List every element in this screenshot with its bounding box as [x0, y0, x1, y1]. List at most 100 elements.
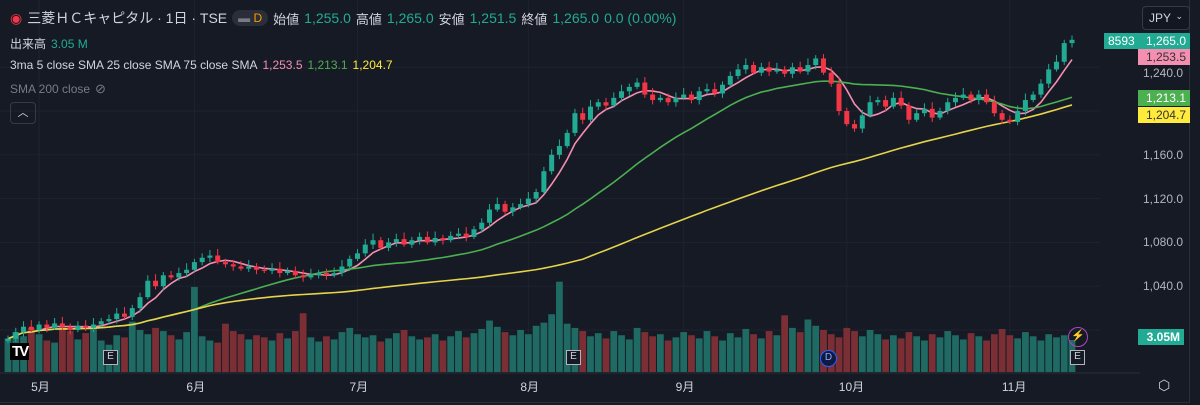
candle-body — [937, 111, 943, 118]
volume-bar — [478, 328, 486, 372]
market-status-badge[interactable]: ▬ D — [232, 10, 269, 26]
volume-bar — [338, 332, 346, 372]
volume-bar — [361, 337, 369, 372]
volume-bar — [509, 335, 517, 372]
candle-body — [114, 313, 120, 320]
candle-body — [370, 240, 376, 245]
sma200-legend[interactable]: SMA 200 close ⊘ — [10, 81, 106, 97]
earnings-marker[interactable]: E — [103, 350, 118, 365]
candle-body — [836, 83, 842, 111]
collapse-legend-button[interactable]: ︿ — [10, 102, 36, 124]
volume-bar — [222, 323, 229, 372]
currency-select[interactable]: JPY ⌄ — [1142, 6, 1190, 30]
volume-bar — [315, 341, 323, 372]
dividend-marker[interactable]: D — [820, 350, 837, 367]
volume-bar — [385, 338, 392, 372]
volume-bar — [51, 342, 58, 372]
ma-legend[interactable]: 3ma 5 close SMA 25 close SMA 75 close SM… — [10, 58, 393, 72]
volume-bar — [198, 336, 206, 372]
volume-bar — [594, 333, 602, 372]
volume-bar — [392, 333, 400, 372]
sma75-value: 1,204.7 — [352, 58, 393, 72]
volume-bar — [944, 331, 952, 372]
sma25-price-tag: 1,213.1 — [1138, 90, 1190, 106]
volume-bar — [268, 340, 276, 372]
ma-label: 3ma 5 close SMA 25 close SMA 75 close SM… — [10, 58, 258, 72]
volume-bar — [128, 321, 136, 372]
candle-body — [28, 326, 34, 330]
volume-bar — [936, 337, 944, 372]
candle-body — [1061, 43, 1067, 62]
candle-body — [5, 338, 11, 341]
earnings-marker[interactable]: E — [1070, 350, 1085, 365]
candle-body — [362, 244, 368, 254]
volume-bar — [291, 331, 299, 372]
candle-body — [1053, 61, 1059, 70]
volume-bar — [672, 337, 680, 372]
volume-bar — [1045, 334, 1053, 372]
candle-body — [929, 108, 935, 118]
time-axis-label: 7月 — [349, 380, 369, 394]
candle-body — [230, 264, 236, 267]
candle-body — [991, 102, 997, 114]
volume-bar — [952, 335, 959, 372]
volume-bar — [66, 331, 74, 372]
volume-bar — [462, 337, 470, 372]
volume-bar — [354, 334, 361, 372]
candle-body — [347, 258, 353, 267]
volume-bar — [719, 340, 726, 372]
earnings-marker[interactable]: E — [566, 350, 581, 365]
volume-bar — [711, 336, 719, 372]
volume-bar — [556, 281, 563, 372]
volume-label: 出来高 — [10, 37, 47, 51]
volume-bar — [82, 333, 90, 372]
chevron-down-icon: ⌄ — [1175, 11, 1183, 21]
candle-body — [875, 100, 881, 103]
candle-body — [999, 113, 1005, 120]
volume-bar — [35, 334, 43, 372]
candle-body — [153, 280, 159, 287]
settings-gear-icon[interactable]: ⬡ — [1158, 377, 1171, 393]
high-label: 高値 — [355, 11, 382, 27]
candle-body — [549, 154, 555, 172]
candle-body — [789, 67, 795, 74]
volume-legend[interactable]: 出来高 3.05 M — [10, 35, 88, 52]
open-label: 始値 — [273, 11, 300, 27]
candle-body — [820, 58, 826, 73]
symbol-status-icon: ◉ — [10, 9, 23, 26]
candle-body — [160, 275, 166, 287]
candle-body — [331, 273, 337, 276]
chart-canvas[interactable] — [0, 0, 1140, 405]
volume-bar — [703, 331, 711, 372]
last-price-tag: 1,265.0 — [1138, 33, 1190, 49]
volume-bar — [400, 330, 408, 372]
volume-bar — [377, 341, 385, 372]
candle-body — [455, 233, 461, 236]
sma5-line — [7, 59, 1073, 340]
event-lightning-icon[interactable]: ⚡ — [1068, 327, 1088, 347]
volume-bar — [447, 336, 455, 372]
symbol-code-tag: 8593 — [1104, 33, 1138, 49]
sma25-line — [7, 80, 1073, 340]
candle-body — [59, 323, 65, 327]
candle-body — [36, 324, 42, 330]
volume-bar — [781, 315, 789, 372]
volume-bar — [4, 338, 12, 372]
volume-bar — [967, 333, 975, 372]
volume-bar — [959, 339, 967, 372]
volume-bar — [501, 332, 509, 372]
candle-body — [805, 65, 811, 72]
volume-bar — [439, 340, 447, 372]
candle-body — [611, 97, 617, 106]
candle-body — [300, 275, 306, 278]
volume-bar — [524, 334, 532, 372]
eye-hidden-icon[interactable]: ⊘ — [95, 81, 106, 96]
volume-bar — [74, 339, 82, 372]
candle-body — [867, 102, 873, 116]
symbol-title[interactable]: 三菱ＨＣキャピタル · 1日 · TSE — [27, 10, 228, 26]
volume-bar — [1022, 332, 1029, 372]
candle-body — [75, 325, 81, 330]
tradingview-logo-icon[interactable]: TV — [10, 343, 29, 360]
candle-body — [626, 86, 632, 92]
candle-body — [673, 97, 679, 103]
